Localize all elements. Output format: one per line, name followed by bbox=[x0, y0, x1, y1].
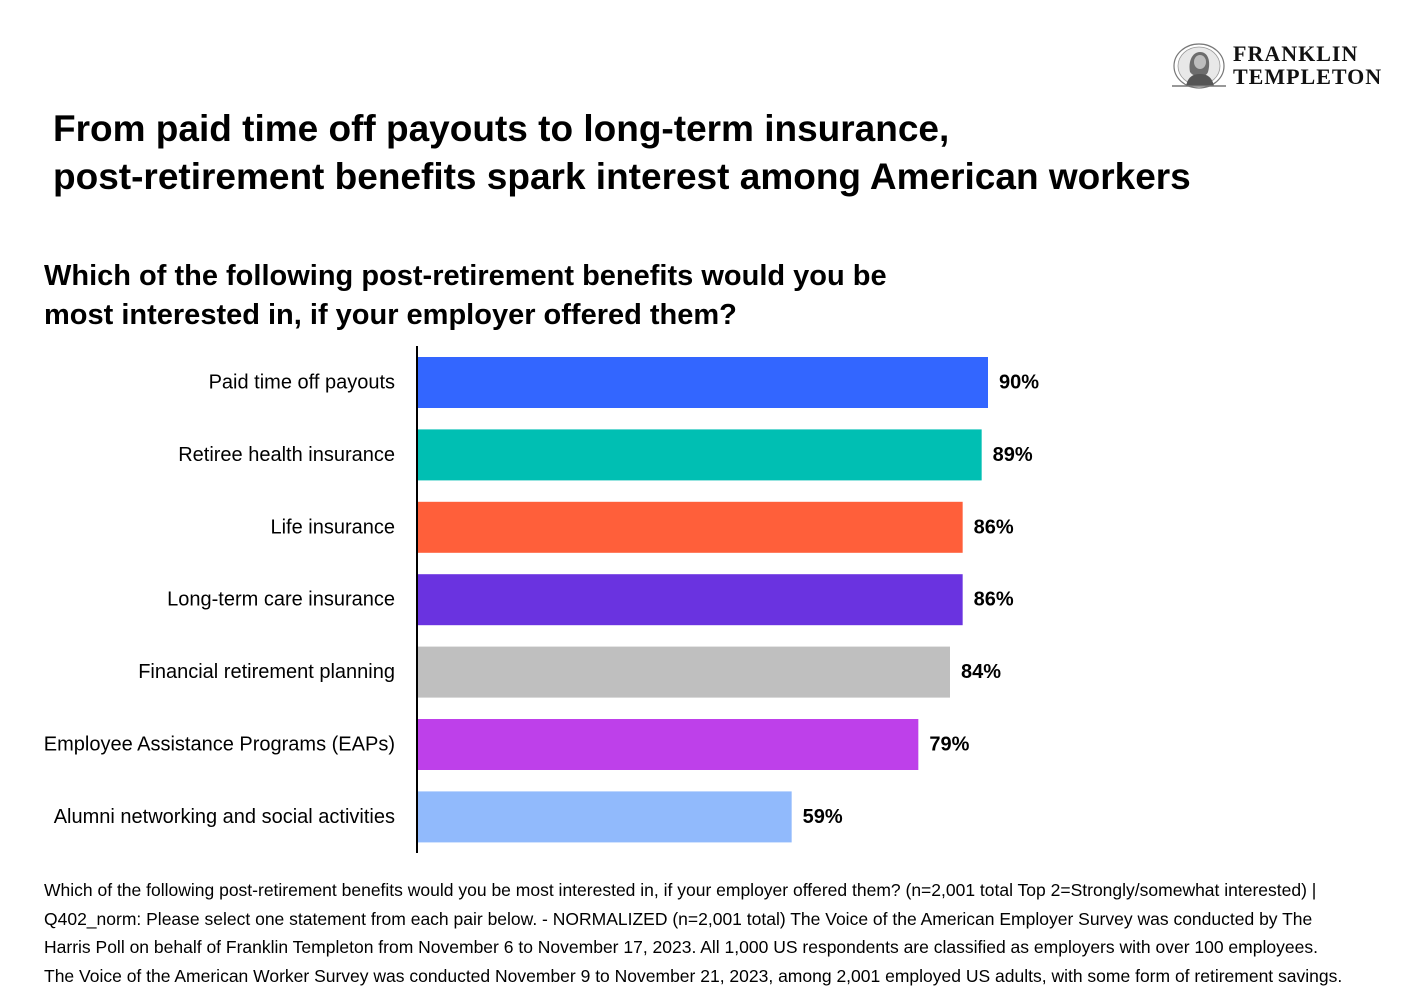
footnote-line1: Which of the following post-retirement b… bbox=[44, 880, 1317, 900]
page-title: From paid time off payouts to long-term … bbox=[53, 105, 1353, 201]
category-label-6: Employee Assistance Programs (EAPs) bbox=[44, 734, 395, 756]
chart-question-line2: most interested in, if your employer off… bbox=[44, 299, 737, 331]
chart-question-line1: Which of the following post-retirement b… bbox=[44, 260, 887, 292]
category-label-2: Retiree health insurance bbox=[178, 444, 395, 466]
brand-name-line1: FRANKLIN bbox=[1233, 41, 1359, 66]
footnote-line4: The Voice of the American Worker Survey … bbox=[44, 965, 1343, 986]
page-title-line2: post-retirement benefits spark interest … bbox=[53, 156, 1191, 197]
value-label-2: 89% bbox=[993, 444, 1033, 466]
value-label-1: 90% bbox=[999, 372, 1039, 394]
bar-2 bbox=[418, 429, 982, 481]
bar-4 bbox=[418, 574, 963, 626]
footnote-line2: Q402_norm: Please select one statement f… bbox=[44, 908, 1313, 929]
category-label-4: Long-term care insurance bbox=[167, 589, 395, 611]
brand-name-line2: TEMPLETON bbox=[1233, 64, 1383, 89]
bar-1 bbox=[418, 357, 988, 408]
value-label-5: 84% bbox=[961, 661, 1001, 683]
footnote: Which of the following post-retirement b… bbox=[44, 876, 1404, 990]
bar-6 bbox=[418, 719, 919, 770]
brand-logo: FRANKLIN TEMPLETON bbox=[1170, 42, 1394, 92]
value-label-7: 59% bbox=[803, 806, 843, 828]
footnote-line3: Harris Poll on behalf of Franklin Temple… bbox=[44, 937, 1318, 957]
category-label-5: Financial retirement planning bbox=[138, 661, 395, 683]
bar-3 bbox=[418, 501, 963, 553]
bar-chart: Paid time off payouts 90% Retiree health i… bbox=[44, 346, 1039, 853]
page-title-line1: From paid time off payouts to long-term … bbox=[53, 108, 950, 149]
bar-5 bbox=[418, 646, 950, 698]
bar-7 bbox=[418, 791, 792, 843]
chart-question: Which of the following post-retirement b… bbox=[44, 257, 1044, 335]
value-label-4: 86% bbox=[974, 589, 1014, 611]
category-label-1: Paid time off payouts bbox=[209, 372, 395, 394]
value-label-3: 86% bbox=[974, 516, 1014, 538]
value-label-6: 79% bbox=[929, 734, 969, 756]
category-label-7: Alumni networking and social activities bbox=[54, 806, 395, 828]
benjamin-franklin-portrait-icon bbox=[1172, 43, 1226, 89]
category-label-3: Life insurance bbox=[270, 516, 395, 538]
brand-name: FRANKLIN TEMPLETON bbox=[1233, 42, 1382, 88]
